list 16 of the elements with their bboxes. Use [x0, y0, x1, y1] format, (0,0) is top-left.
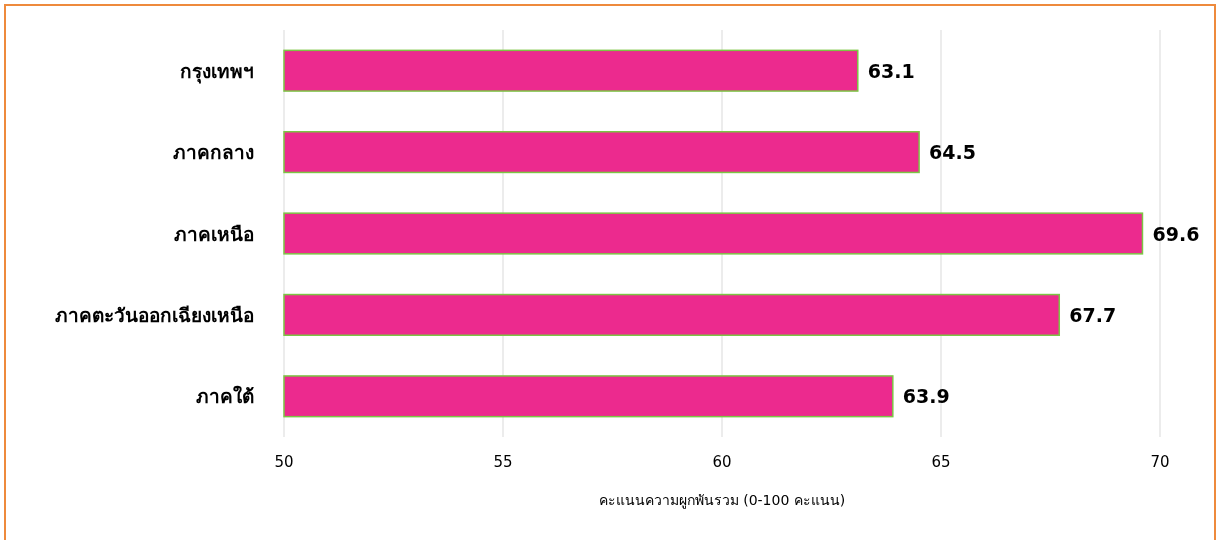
data-label: 67.7 — [1069, 303, 1117, 326]
y-tick-label: กรุงเทพฯ — [180, 59, 254, 84]
x-tick-label: 60 — [712, 453, 732, 471]
x-tick-label: 55 — [493, 453, 513, 471]
data-label: 64.5 — [929, 141, 976, 164]
y-tick-label: ภาคตะวันออกเฉียงเหนือ — [55, 303, 254, 326]
y-tick-label: ภาคใต้ — [196, 385, 254, 408]
data-label: 63.9 — [902, 385, 950, 408]
data-label: 69.6 — [1152, 222, 1200, 245]
y-tick-label: ภาคกลาง — [173, 141, 254, 164]
y-tick-label: ภาคเหนือ — [174, 222, 254, 245]
x-axis-title: คะแนนความผูกพันรวม (0-100 คะแนน) — [598, 492, 846, 509]
data-label: 63.1 — [867, 59, 915, 82]
x-tick-label: 65 — [931, 453, 951, 471]
x-tick-label: 50 — [274, 453, 294, 471]
x-tick-label: 70 — [1150, 453, 1170, 471]
